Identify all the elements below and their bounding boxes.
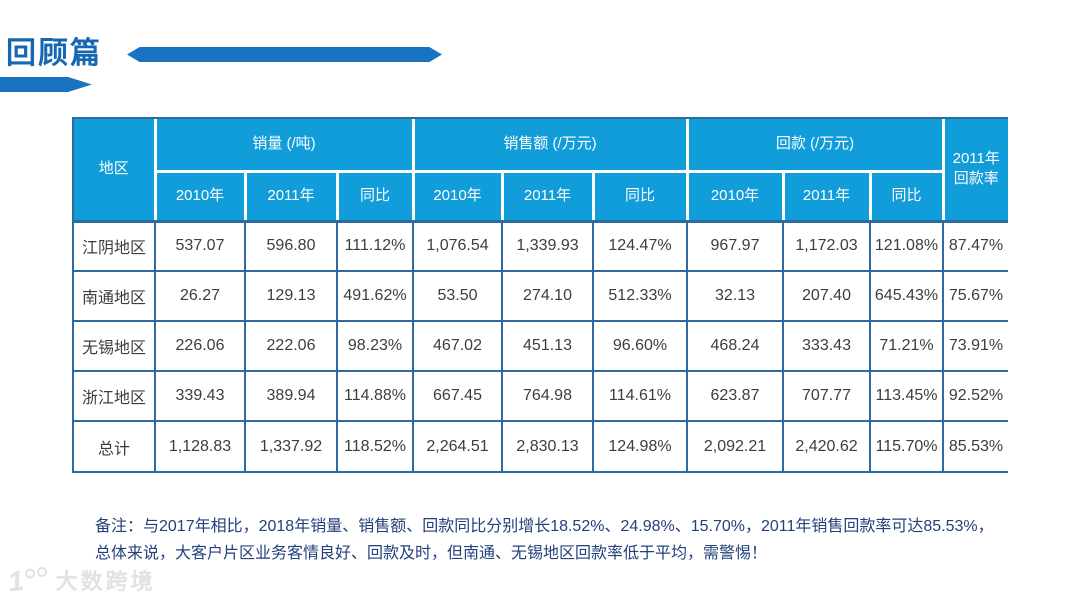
value-cell: 118.52%	[336, 420, 414, 471]
value-cell: 207.40	[782, 270, 871, 322]
table-row-nantong: 南通地区 26.27 129.13 491.62% 53.50 274.10 5…	[74, 270, 1008, 322]
value-cell: 339.43	[154, 370, 246, 422]
header-volume-2011: 2011年	[243, 169, 339, 223]
value-cell: 98.23%	[336, 320, 414, 372]
header-group-collection: 回款 (/万元)	[685, 119, 945, 173]
value-cell: 92.52%	[942, 370, 1008, 422]
value-cell: 667.45	[412, 370, 503, 422]
value-cell: 707.77	[782, 370, 871, 422]
value-cell: 124.98%	[592, 420, 688, 471]
value-cell: 389.94	[244, 370, 338, 422]
value-cell: 71.21%	[869, 320, 944, 372]
value-cell: 226.06	[154, 320, 246, 372]
review-data-table: 地区 销量 (/吨) 销售额 (/万元) 回款 (/万元) 2011年回款率 2…	[74, 119, 1008, 471]
value-cell: 26.27	[154, 270, 246, 322]
watermark-text: 大数跨境	[55, 569, 156, 594]
value-cell: 645.43%	[869, 270, 944, 322]
header-amount-yoy: 同比	[591, 169, 689, 223]
value-cell: 1,076.54	[412, 220, 503, 272]
value-cell: 537.07	[154, 220, 246, 272]
header-collection-2011: 2011年	[781, 169, 872, 223]
value-cell: 623.87	[686, 370, 784, 422]
review-data-table-container: 地区 销量 (/吨) 销售额 (/万元) 回款 (/万元) 2011年回款率 2…	[72, 117, 1008, 473]
header-region: 地区	[74, 119, 157, 223]
footnote-line-1: 备注：与2017年相比，2018年销量、销售额、回款同比分别增长18.52%、2…	[95, 518, 994, 535]
title-underline-arrow-shape	[0, 77, 92, 92]
value-cell: 1,339.93	[501, 220, 594, 272]
header-row-years: 2010年 2011年 同比 2010年 2011年 同比 2010年 2011…	[74, 169, 1008, 223]
header-collection-2010: 2010年	[685, 169, 785, 223]
page-title: 回顾篇	[6, 37, 102, 70]
header-group-sales-volume: 销量 (/吨)	[153, 119, 415, 173]
value-cell: 274.10	[501, 270, 594, 322]
header-volume-yoy: 同比	[335, 169, 415, 223]
header-collection-rate: 2011年回款率	[941, 119, 1008, 223]
value-cell: 115.70%	[869, 420, 944, 471]
brand-logo-icon: 1	[6, 564, 49, 598]
region-cell: 南通地区	[74, 270, 156, 322]
value-cell: 75.67%	[942, 270, 1008, 322]
table-row-wuxi: 无锡地区 226.06 222.06 98.23% 467.02 451.13 …	[74, 320, 1008, 372]
value-cell: 468.24	[686, 320, 784, 372]
header-collection-yoy: 同比	[868, 169, 943, 223]
value-cell: 121.08%	[869, 220, 944, 272]
header-group-sales-amount: 销售额 (/万元)	[411, 119, 689, 173]
table-row-zhejiang: 浙江地区 339.43 389.94 114.88% 667.45 764.98…	[74, 370, 1008, 422]
value-cell: 111.12%	[336, 220, 414, 272]
value-cell: 467.02	[412, 320, 503, 372]
value-cell: 32.13	[686, 270, 784, 322]
value-cell: 114.88%	[336, 370, 414, 422]
region-cell: 江阴地区	[74, 220, 156, 272]
header-row-groups: 地区 销量 (/吨) 销售额 (/万元) 回款 (/万元) 2011年回款率	[74, 119, 1008, 223]
value-cell: 967.97	[686, 220, 784, 272]
value-cell: 113.45%	[869, 370, 944, 422]
footnote-line-2: 总体来说，大客户片区业务客情良好、回款及时，但南通、无锡地区回款率低于平均，需警…	[95, 545, 768, 562]
value-cell: 124.47%	[592, 220, 688, 272]
header-volume-2010: 2010年	[155, 169, 247, 223]
value-cell: 451.13	[501, 320, 594, 372]
value-cell: 2,420.62	[782, 420, 871, 471]
value-cell: 73.91%	[942, 320, 1008, 372]
value-cell: 129.13	[244, 270, 338, 322]
table-row-total: 总计 1,128.83 1,337.92 118.52% 2,264.51 2,…	[74, 420, 1008, 471]
value-cell: 764.98	[501, 370, 594, 422]
value-cell: 1,337.92	[244, 420, 338, 471]
value-cell: 2,092.21	[686, 420, 784, 471]
header-amount-2011: 2011年	[500, 169, 595, 223]
footnote: 备注：与2017年相比，2018年销量、销售额、回款同比分别增长18.52%、2…	[95, 513, 1005, 567]
value-cell: 85.53%	[942, 420, 1008, 471]
value-cell: 87.47%	[942, 220, 1008, 272]
value-cell: 2,264.51	[412, 420, 503, 471]
value-cell: 512.33%	[592, 270, 688, 322]
region-cell: 无锡地区	[74, 320, 156, 372]
decorative-bar-shape	[127, 47, 442, 62]
value-cell: 1,128.83	[154, 420, 246, 471]
value-cell: 491.62%	[336, 270, 414, 322]
value-cell: 53.50	[412, 270, 503, 322]
value-cell: 96.60%	[592, 320, 688, 372]
watermark: 1 大数跨境	[6, 564, 156, 598]
region-cell: 浙江地区	[74, 370, 156, 422]
value-cell: 222.06	[244, 320, 338, 372]
table-row-jiangyin: 江阴地区 537.07 596.80 111.12% 1,076.54 1,33…	[74, 220, 1008, 272]
value-cell: 114.61%	[592, 370, 688, 422]
value-cell: 596.80	[244, 220, 338, 272]
header-amount-2010: 2010年	[411, 169, 504, 223]
value-cell: 2,830.13	[501, 420, 594, 471]
value-cell: 1,172.03	[782, 220, 871, 272]
value-cell: 333.43	[782, 320, 871, 372]
region-cell: 总计	[74, 420, 156, 471]
